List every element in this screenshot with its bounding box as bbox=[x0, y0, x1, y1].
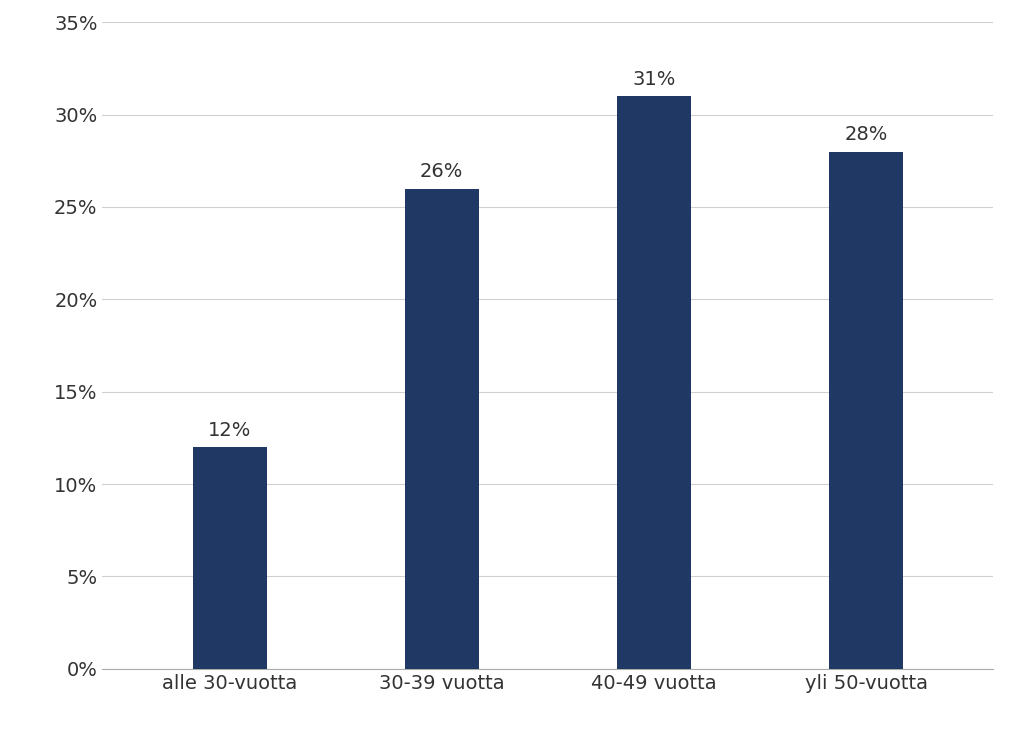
Bar bbox=[616, 96, 691, 669]
Text: 12%: 12% bbox=[208, 421, 251, 440]
Bar bbox=[193, 447, 267, 669]
Bar bbox=[404, 189, 479, 669]
Text: 31%: 31% bbox=[632, 70, 676, 88]
Text: 26%: 26% bbox=[420, 162, 464, 181]
Text: 28%: 28% bbox=[845, 125, 888, 144]
Bar bbox=[828, 152, 903, 669]
